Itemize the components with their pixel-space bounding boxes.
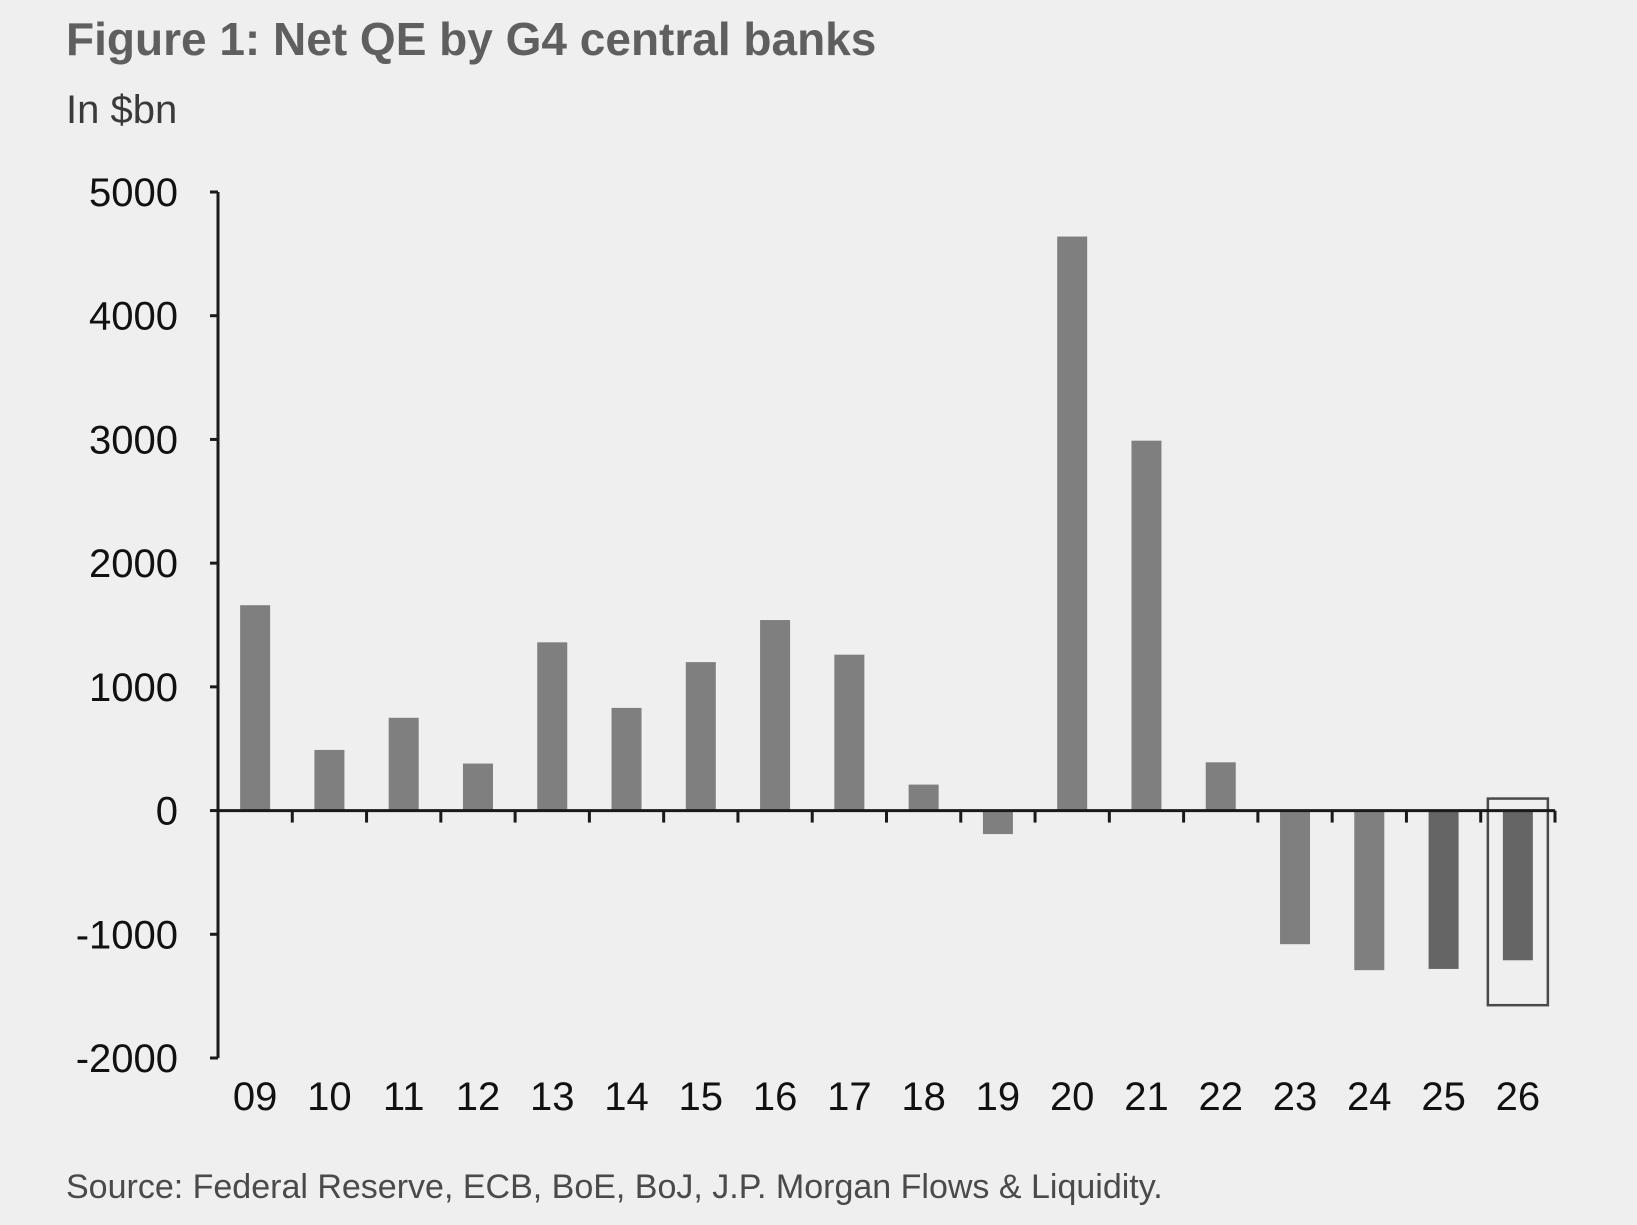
bar-21	[1131, 440, 1162, 811]
x-tick-label: 19	[976, 1075, 1021, 1119]
bar-20	[1057, 236, 1088, 811]
bar-12	[462, 763, 493, 811]
bar-25	[1428, 810, 1459, 969]
x-tick-label: 16	[753, 1075, 798, 1119]
y-tick-label: 5000	[89, 171, 178, 215]
y-tick-label: 4000	[89, 295, 178, 339]
x-tick-label: 18	[901, 1075, 946, 1119]
x-tick-label: 21	[1124, 1075, 1169, 1119]
bar-10	[314, 749, 345, 811]
bar-17	[834, 654, 865, 811]
x-tick-label: 20	[1050, 1075, 1095, 1119]
bar-11	[388, 717, 419, 811]
bar-23	[1280, 810, 1311, 945]
x-tick-label: 09	[233, 1075, 278, 1119]
x-tick-label: 13	[530, 1075, 575, 1119]
x-tick-label: 25	[1421, 1075, 1466, 1119]
x-tick-label: 10	[307, 1075, 352, 1119]
x-tick-label: 24	[1347, 1075, 1392, 1119]
bar-18	[908, 784, 939, 811]
bar-22	[1205, 762, 1236, 811]
bar-09	[240, 605, 271, 811]
x-tick-label: 23	[1273, 1075, 1318, 1119]
chart-title: Figure 1: Net QE by G4 central banks	[66, 13, 877, 65]
y-tick-label: -2000	[76, 1037, 178, 1081]
x-tick-label: 14	[604, 1075, 649, 1119]
y-tick-label: 3000	[89, 418, 178, 462]
bar-26	[1502, 810, 1533, 961]
bar-19	[982, 810, 1013, 835]
x-tick-label: 26	[1496, 1075, 1541, 1119]
source-note: Source: Federal Reserve, ECB, BoE, BoJ, …	[66, 1168, 1163, 1206]
y-tick-label: 0	[156, 790, 178, 834]
bar-24	[1354, 810, 1385, 971]
bars	[240, 236, 1550, 1007]
axes	[216, 192, 1557, 1058]
x-tick-label: 12	[456, 1075, 501, 1119]
y-axis-ticks: -2000 -1000 0 1000 2000 3000 4000 5000	[76, 171, 218, 1081]
bar-16	[760, 620, 791, 811]
unit-label: In $bn	[66, 88, 178, 132]
y-tick-label: -1000	[76, 913, 178, 957]
y-tick-label: 2000	[89, 542, 178, 586]
x-axis-labels: 09 10 11 12 13 14 15 16 17 18 19 20 21 22 23 24 25 26	[233, 1075, 1540, 1119]
y-tick-label: 1000	[89, 666, 178, 710]
x-tick-label: 15	[679, 1075, 724, 1119]
x-tick-label: 22	[1199, 1075, 1244, 1119]
bar-15	[685, 662, 716, 811]
bar-13	[537, 642, 568, 811]
bar-14	[611, 707, 642, 811]
x-tick-label: 11	[383, 1075, 425, 1119]
x-tick-label: 17	[827, 1075, 872, 1119]
bar-chart: -2000 -1000 0 1000 2000 3000 4000 5000 09 10 11 12…	[76, 171, 1557, 1119]
highlight-box	[1486, 797, 1550, 1007]
